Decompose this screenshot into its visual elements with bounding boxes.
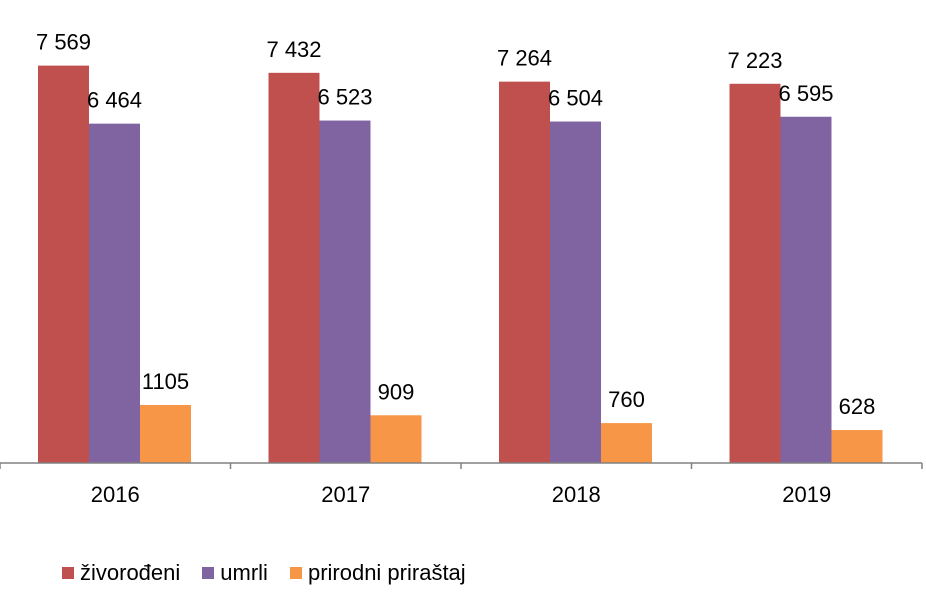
x-tick-label: 2016 xyxy=(91,482,140,507)
bar-živorođeni-2016 xyxy=(38,65,89,463)
bar-živorođeni-2018 xyxy=(499,81,550,463)
bar-umrli-2019 xyxy=(780,116,832,463)
legend-swatch xyxy=(62,567,74,579)
bar-prirodni-priraštaj-2016 xyxy=(140,404,191,463)
bar-umrli-2017 xyxy=(319,120,371,463)
bar-živorođeni-2019 xyxy=(729,83,781,463)
x-tick-label: 2017 xyxy=(321,482,370,507)
x-tick-label: 2018 xyxy=(552,482,601,507)
data-label: 7 223 xyxy=(727,48,782,73)
data-labels-layer: 7 569 6 464 1105 7 432 6 523 909 7 264 6 504 760… xyxy=(36,30,875,419)
data-label: 909 xyxy=(378,379,415,404)
legend-label: prirodni priraštaj xyxy=(307,560,466,585)
bar-umrli-2016 xyxy=(89,123,140,463)
legend-label: živorođeni xyxy=(80,560,181,585)
legend-item-zivorodeni: živorođeni xyxy=(62,560,180,586)
x-axis: 2016 2017 2018 2019 xyxy=(0,462,923,507)
data-label: 6 523 xyxy=(317,85,372,110)
data-label: 1105 xyxy=(142,369,189,394)
data-label: 6 464 xyxy=(87,88,142,113)
data-label: 760 xyxy=(608,387,645,412)
bars-layer xyxy=(38,65,883,463)
data-label: 6 504 xyxy=(548,86,603,111)
bar-prirodni-priraštaj-2017 xyxy=(370,415,422,463)
legend-swatch xyxy=(202,567,215,579)
bar-živorođeni-2017 xyxy=(268,72,320,463)
data-label: 628 xyxy=(839,394,876,419)
bar-prirodni-priraštaj-2019 xyxy=(831,430,883,463)
legend-label: umrli xyxy=(220,560,268,585)
legend-item-umrli: umrli xyxy=(202,560,268,586)
data-label: 6 595 xyxy=(778,81,833,106)
x-tick-label: 2019 xyxy=(782,482,831,507)
bar-prirodni-priraštaj-2018 xyxy=(601,423,652,463)
data-label: 7 432 xyxy=(266,37,321,62)
bar-umrli-2018 xyxy=(550,121,601,463)
data-label: 7 264 xyxy=(497,46,552,71)
legend-item-prirodni-prirastaj: prirodni priraštaj xyxy=(289,560,466,586)
data-label: 7 569 xyxy=(36,30,91,55)
legend: živorođeni umrli prirodni priraštaj xyxy=(62,560,488,586)
legend-swatch xyxy=(289,567,302,579)
